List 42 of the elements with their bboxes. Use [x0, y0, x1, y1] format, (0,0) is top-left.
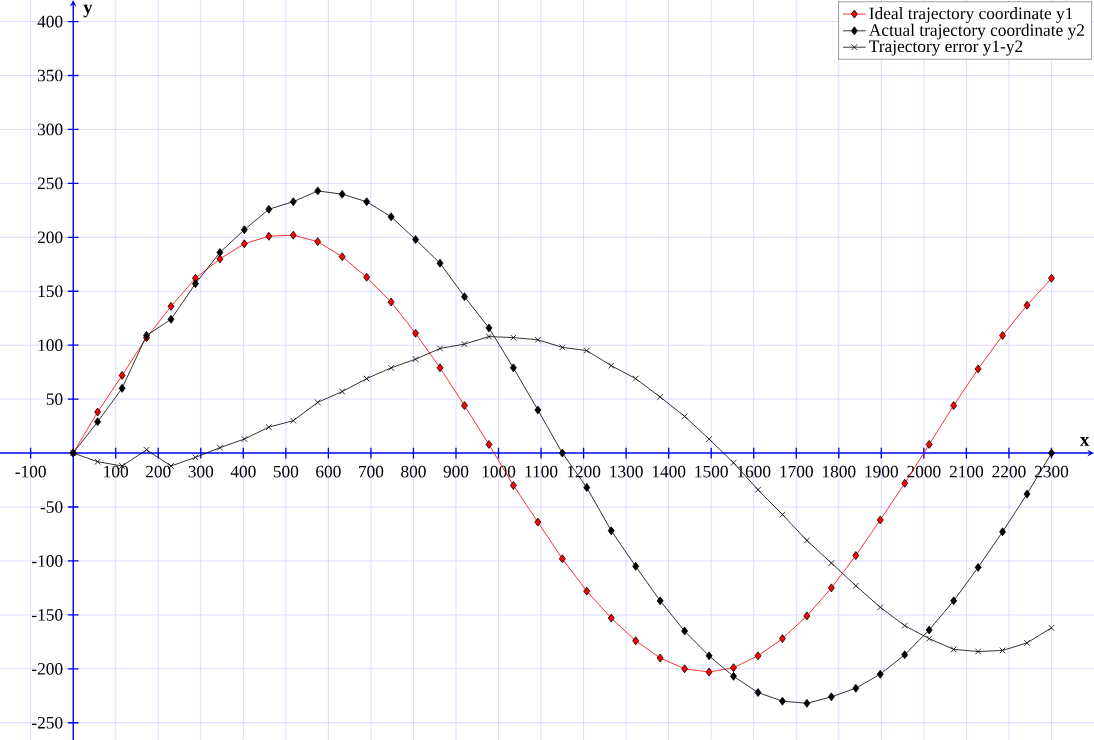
x-tick-label: 300: [188, 465, 214, 478]
x-tick-label: 500: [273, 465, 299, 478]
legend-label: Actual trajectory coordinate y2: [868, 23, 1084, 40]
y-tick-label: -250: [32, 716, 63, 729]
x-tick-label: 900: [443, 465, 469, 478]
y-tick-label: 100: [38, 339, 63, 352]
x-tick-label: 1700: [780, 465, 813, 478]
y-tick-label: -200: [32, 662, 63, 675]
x-tick-label: -100: [15, 465, 46, 478]
x-tick-label: 1600: [737, 465, 771, 478]
x-tick-label: 600: [316, 465, 341, 478]
x-tick-label: 200: [145, 465, 171, 478]
x-tick-label: 800: [401, 465, 426, 478]
x-tick-label: 1800: [823, 465, 856, 478]
x-tick-label: 2300: [1034, 465, 1069, 478]
y-tick-label: 300: [37, 123, 63, 136]
x-tick-label: 1300: [610, 465, 643, 478]
y-tick-label: -150: [32, 609, 63, 621]
y-tick-label: 250: [37, 177, 63, 190]
y-tick-label: 50: [46, 393, 63, 405]
x-tick-label: 400: [230, 465, 256, 478]
y-tick-label: 400: [37, 15, 63, 28]
x-tick-label: 2000: [907, 465, 941, 478]
legend-label: Trajectory error y1-y2: [869, 40, 1023, 56]
x-tick-label: 2200: [992, 465, 1026, 478]
y-tick-label: 200: [37, 231, 63, 244]
y-tick-label: -50: [40, 501, 63, 513]
x-tick-label: 1200: [567, 465, 601, 478]
y-tick-label: 350: [37, 69, 63, 82]
x-tick-label: 2100: [949, 465, 984, 478]
x-axis-title: x: [1080, 437, 1090, 446]
x-tick-label: 100: [104, 465, 129, 478]
y-axis-title: y: [83, 4, 93, 18]
y-tick-label: -100: [32, 555, 63, 567]
x-tick-label: 1500: [695, 465, 728, 478]
y-tick-label: 150: [38, 285, 63, 298]
legend-label: Ideal trajectory coordinate y1: [869, 7, 1073, 23]
x-tick-label: 1900: [865, 465, 899, 478]
x-tick-label: 1000: [482, 465, 516, 478]
x-tick-label: 700: [359, 465, 384, 478]
x-tick-label: 1400: [652, 465, 686, 478]
x-tick-label: 1100: [525, 465, 558, 478]
